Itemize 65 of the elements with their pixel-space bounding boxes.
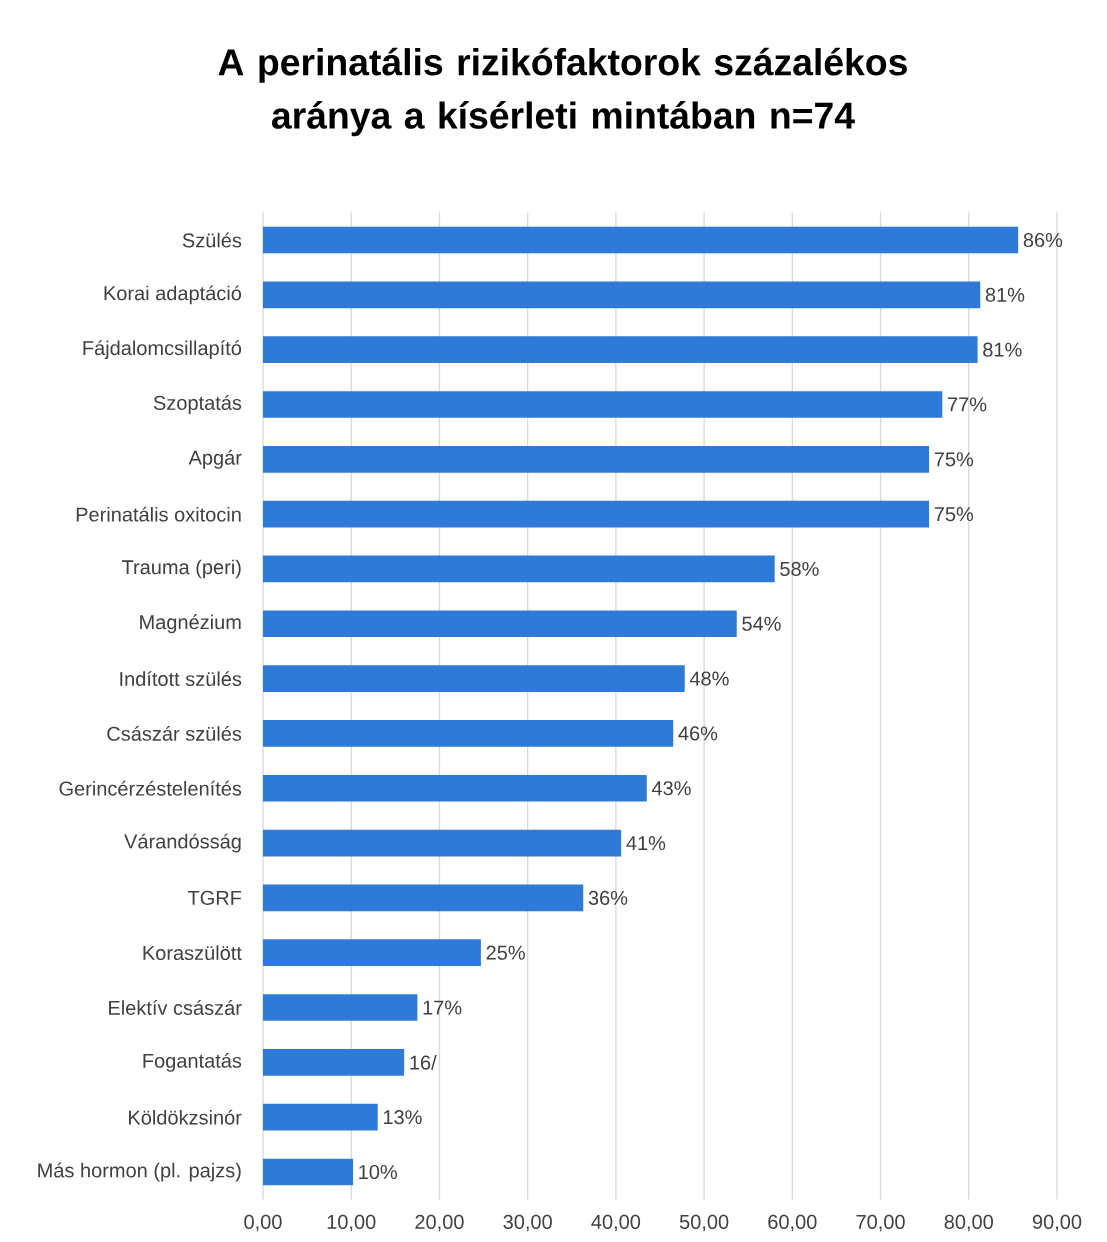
bar [263, 1103, 378, 1131]
x-tick-label: 10,00 [327, 1214, 376, 1232]
bar [263, 555, 775, 583]
data-label: 75% [934, 507, 974, 522]
y-tick-label: Várandósság [124, 833, 241, 853]
data-label: 43% [651, 781, 691, 796]
bar [263, 884, 584, 912]
y-tick-label: Indított szülés [120, 671, 242, 687]
x-tick-label: 60,00 [768, 1214, 817, 1232]
y-tick-label: Trauma (peri) [121, 559, 241, 579]
bar [263, 994, 418, 1021]
bar [263, 1049, 405, 1076]
data-label: 17% [423, 1000, 462, 1015]
data-label: 81% [983, 342, 1022, 357]
data-label: 36% [588, 890, 628, 905]
y-tick-label: Elektív császár [109, 1000, 242, 1015]
data-label: 54% [742, 616, 781, 631]
data-label: 86% [1023, 232, 1063, 248]
data-label: 10% [359, 1164, 397, 1180]
y-tick-label: Más hormon (pl. pajzs) [38, 1162, 241, 1182]
x-tick-label: 40,00 [591, 1214, 641, 1232]
bar [263, 391, 943, 418]
x-tick-label: 80,00 [944, 1214, 993, 1232]
bar [263, 445, 930, 473]
data-label: 81% [985, 287, 1025, 302]
bar [263, 226, 1019, 254]
y-tick-label: Perinatális oxitocin [76, 506, 241, 522]
data-label: 77% [948, 397, 987, 412]
bar [263, 281, 981, 309]
y-tick-label: TGRF [187, 890, 242, 905]
bar [263, 610, 737, 638]
x-tick-label: 90,00 [1032, 1214, 1082, 1232]
y-tick-label: Szülés [182, 232, 242, 248]
y-tick-label: Magnézium [140, 614, 241, 634]
data-label: 25% [486, 945, 525, 960]
y-tick-label: Gerincérzéstelenítés [59, 780, 242, 796]
y-tick-label: Szoptatás [153, 395, 242, 414]
x-tick-label: 20,00 [415, 1214, 464, 1232]
y-tick-label: Fájdalomcsillapító [83, 340, 242, 360]
y-tick-label: Koraszülött [143, 945, 242, 961]
x-tick-label: 0,00 [244, 1214, 282, 1232]
y-tick-label: Korai adaptáció [104, 285, 242, 305]
x-tick-label: 70,00 [856, 1214, 905, 1232]
y-tick-label: Köldökzsinór [129, 1109, 242, 1125]
x-tick-label: 50,00 [679, 1214, 729, 1232]
x-tick-label: 30,00 [503, 1214, 552, 1232]
bar [263, 774, 647, 802]
y-tick-label: Apgár [188, 449, 242, 469]
y-tick-label: Császár szülés [107, 725, 242, 741]
data-label: 58% [780, 561, 819, 577]
bar [263, 720, 674, 747]
y-tick-label: Fogantatás [143, 1052, 242, 1072]
bar [263, 500, 930, 528]
data-label: 13% [383, 1110, 422, 1125]
chart-title: A perinatális rizikófaktorok százalékos aránya a kísérleti mintában n=74 [218, 47, 907, 137]
bar [263, 1158, 353, 1186]
data-label: 16/ [410, 1055, 437, 1070]
data-label: 48% [689, 671, 729, 686]
bar [263, 665, 685, 692]
data-label: 41% [626, 836, 666, 851]
data-label: 75% [934, 452, 974, 467]
bar [263, 939, 481, 967]
data-label: 46% [678, 726, 718, 741]
bar [263, 336, 978, 363]
bar [263, 829, 622, 857]
